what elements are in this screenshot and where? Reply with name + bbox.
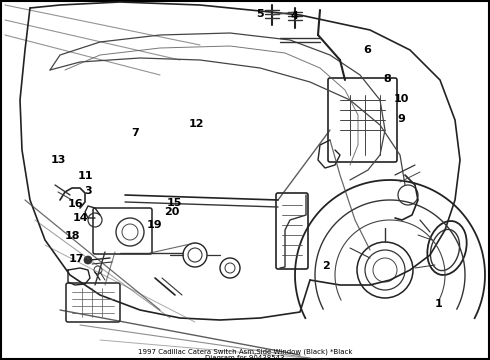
Text: 16: 16 (68, 199, 84, 210)
Text: 13: 13 (51, 155, 67, 165)
Text: Diagram for 90438543: Diagram for 90438543 (205, 355, 285, 360)
Text: 3: 3 (84, 186, 92, 196)
Text: 12: 12 (188, 119, 204, 129)
Text: 10: 10 (394, 94, 410, 104)
Text: 7: 7 (131, 128, 139, 138)
Text: 4: 4 (290, 11, 298, 21)
Text: 1997 Cadillac Catera Switch Asm,Side Window (Black) *Black: 1997 Cadillac Catera Switch Asm,Side Win… (138, 349, 352, 355)
Text: 9: 9 (398, 114, 406, 124)
Text: 17: 17 (68, 254, 84, 264)
Text: 8: 8 (383, 74, 391, 84)
Text: 15: 15 (166, 198, 182, 208)
Circle shape (84, 256, 92, 264)
Text: 11: 11 (78, 171, 94, 181)
Text: 5: 5 (256, 9, 264, 19)
Text: 19: 19 (147, 220, 162, 230)
Text: 18: 18 (65, 231, 80, 241)
Text: 6: 6 (364, 45, 371, 55)
Text: 20: 20 (164, 207, 179, 217)
Text: 2: 2 (322, 261, 330, 271)
Text: 14: 14 (73, 213, 89, 223)
Text: 1: 1 (435, 299, 442, 309)
